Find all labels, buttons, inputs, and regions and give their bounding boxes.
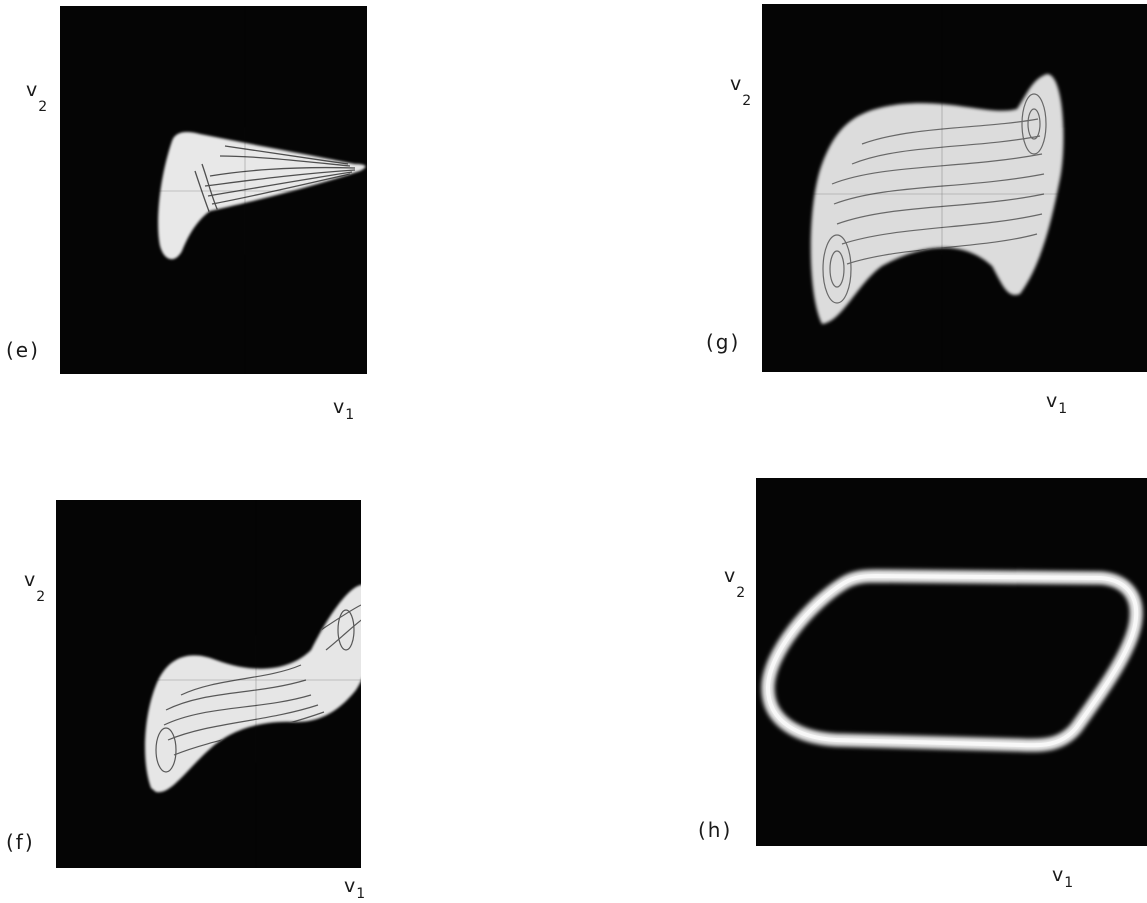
panel-f-label: (f) (6, 830, 35, 854)
panel-g-xlabel: v1 (1046, 390, 1068, 417)
panel-h-plot (756, 478, 1147, 846)
panel-g-label: (g) (706, 330, 741, 354)
panel-e-plot (60, 6, 367, 374)
panel-g-attractor (762, 4, 1147, 372)
panel-f-plot (56, 500, 361, 868)
panel-f-attractor (56, 500, 361, 868)
panel-e-attractor (60, 6, 367, 374)
panel-g-ylabel: v2 (730, 73, 752, 109)
panel-e-ylabel: v2 (26, 79, 48, 115)
panel-h-xlabel: v1 (1052, 864, 1074, 891)
panel-e-xlabel: v1 (333, 396, 355, 423)
attractor-shape (145, 584, 361, 793)
attractor-shape (810, 74, 1064, 324)
panel-g-plot (762, 4, 1147, 372)
panel-h-ylabel: v2 (724, 565, 746, 601)
panel-e-label: (e) (6, 338, 40, 362)
panel-f-ylabel: v2 (24, 569, 46, 605)
panel-h-attractor (761, 569, 1143, 752)
panel-h-label: (h) (698, 818, 733, 842)
attractor-shape (158, 132, 366, 260)
panel-f-xlabel: v1 (344, 875, 366, 902)
